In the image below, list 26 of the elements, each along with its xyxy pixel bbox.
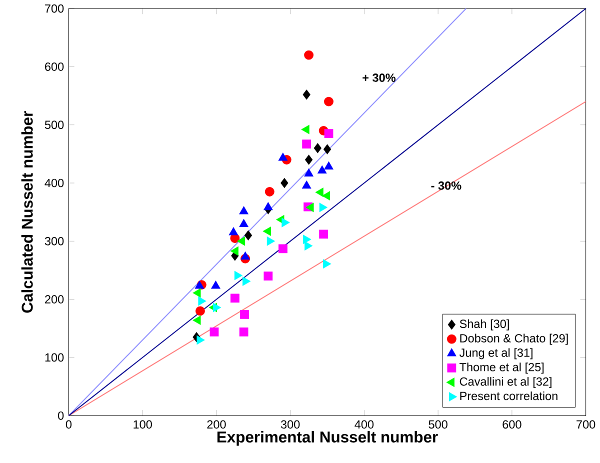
x-axis-title: Experimental Nusselt number [217,431,438,446]
y-tick-label: 600 [45,62,64,71]
x-tick-label: 300 [280,420,300,429]
y-tick-label: 400 [44,178,64,188]
y-tick-label: 0 [58,412,64,420]
x-tick-label: 400 [354,420,374,429]
y-tick-label: 100 [45,353,64,362]
legend-label: Jung et al [31] [459,348,532,360]
legend-label: Present correlation [460,392,558,400]
y-tick-label: 700 [45,4,64,13]
x-tick-label: 700 [576,420,596,429]
legend-label: Shah [30] [460,319,509,330]
y-tick-label: 500 [44,120,64,130]
annotation: - 30% [431,182,462,190]
y-axis-title: Calculated Nusselt number [21,111,33,313]
annotation: + 30% [362,74,396,82]
legend-label: Cavallini et al [32] [460,377,552,388]
legend-label: Thome et al [25] [460,362,544,374]
x-tick-label: 0 [66,420,72,429]
x-tick-label: 500 [428,420,448,429]
y-tick-label: 300 [44,237,64,246]
legend-label: Dobson & Chato [29] [460,334,568,345]
y-tick-label: 200 [45,295,64,304]
x-tick-label: 600 [502,420,522,429]
x-tick-label: 200 [207,420,226,429]
x-tick-label: 100 [134,420,152,429]
